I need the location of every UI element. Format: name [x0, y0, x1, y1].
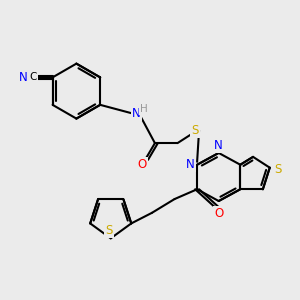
Text: N: N [132, 107, 141, 120]
Text: S: S [191, 124, 199, 137]
Text: O: O [137, 158, 147, 171]
Text: N: N [19, 71, 28, 84]
Text: N: N [214, 139, 223, 152]
Text: N: N [186, 158, 195, 171]
Text: S: S [105, 224, 112, 237]
Text: O: O [214, 207, 223, 220]
Text: C: C [29, 72, 37, 82]
Text: S: S [274, 163, 281, 176]
Text: H: H [140, 104, 148, 114]
